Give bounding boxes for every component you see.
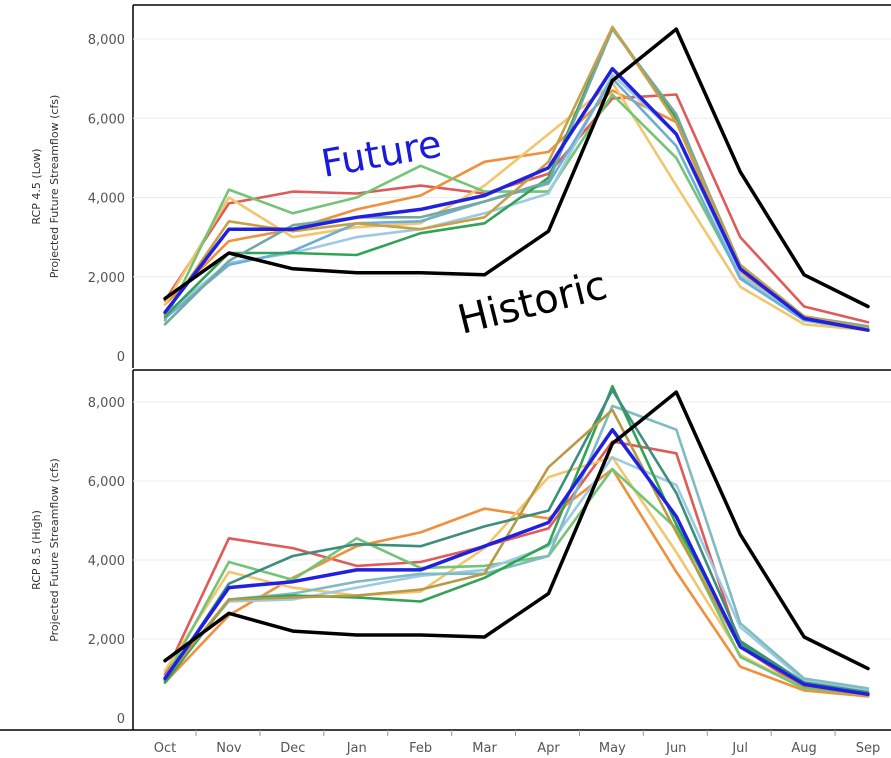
x-tick-label: Sep bbox=[856, 741, 881, 756]
annotation-future: Future bbox=[318, 122, 445, 186]
x-tick-label: Mar bbox=[472, 741, 497, 756]
series-line-mean bbox=[163, 66, 870, 332]
panel-rcp45: 0 2,000 4,000 6,000 8,000 RCP 4.5 (Low) Projec… bbox=[30, 4, 891, 368]
y-tick-label: 0 bbox=[117, 350, 125, 365]
y-tick-label: 2,000 bbox=[88, 633, 125, 648]
y-tick-label: 0 bbox=[117, 712, 125, 727]
series-line-historic bbox=[163, 27, 870, 309]
series-line-5 bbox=[163, 73, 870, 332]
series-line-7 bbox=[163, 384, 870, 694]
x-tick-label: Apr bbox=[537, 741, 560, 756]
y-tick-label: 6,000 bbox=[88, 475, 125, 490]
series-line-mean bbox=[163, 427, 870, 697]
x-tick-label: Feb bbox=[409, 741, 432, 756]
x-axis: Oct Nov Dec Jan Feb Mar Apr May Jun Jul Aug Sep bbox=[0, 729, 891, 756]
series-line-5 bbox=[163, 455, 870, 692]
y-axis-label: Projected Future Streamflow (cfs) bbox=[48, 458, 61, 642]
y-tick-label: 8,000 bbox=[88, 33, 125, 48]
x-tick-label: Nov bbox=[216, 741, 242, 756]
x-tick-label: May bbox=[599, 741, 626, 756]
y-axis-label: Projected Future Streamflow (cfs) bbox=[48, 95, 61, 279]
panel-rcp85: 0 2,000 4,000 6,000 8,000 RCP 8.5 (High) Proje… bbox=[30, 369, 891, 730]
y-tick-label: 6,000 bbox=[88, 112, 125, 127]
x-tick-label: Jul bbox=[731, 741, 748, 756]
series-line-6 bbox=[163, 404, 870, 690]
y-tick-label: 4,000 bbox=[88, 554, 125, 569]
x-tick-label: Oct bbox=[154, 741, 176, 756]
y-tick-label: 8,000 bbox=[88, 396, 125, 411]
x-tick-label: Jun bbox=[665, 741, 686, 756]
y-tick-label: 2,000 bbox=[88, 271, 125, 286]
x-tick-label: Dec bbox=[280, 741, 305, 756]
panel-label: RCP 8.5 (High) bbox=[30, 510, 43, 590]
series-line-1 bbox=[163, 93, 870, 324]
series-line-historic bbox=[163, 390, 870, 671]
x-tick-label: Jan bbox=[346, 741, 367, 756]
series-line-3 bbox=[163, 455, 870, 696]
y-tick-label: 4,000 bbox=[88, 192, 125, 207]
panel-label: RCP 4.5 (Low) bbox=[30, 148, 43, 224]
x-tick-label: Aug bbox=[791, 741, 816, 756]
series-line-9 bbox=[163, 408, 870, 696]
